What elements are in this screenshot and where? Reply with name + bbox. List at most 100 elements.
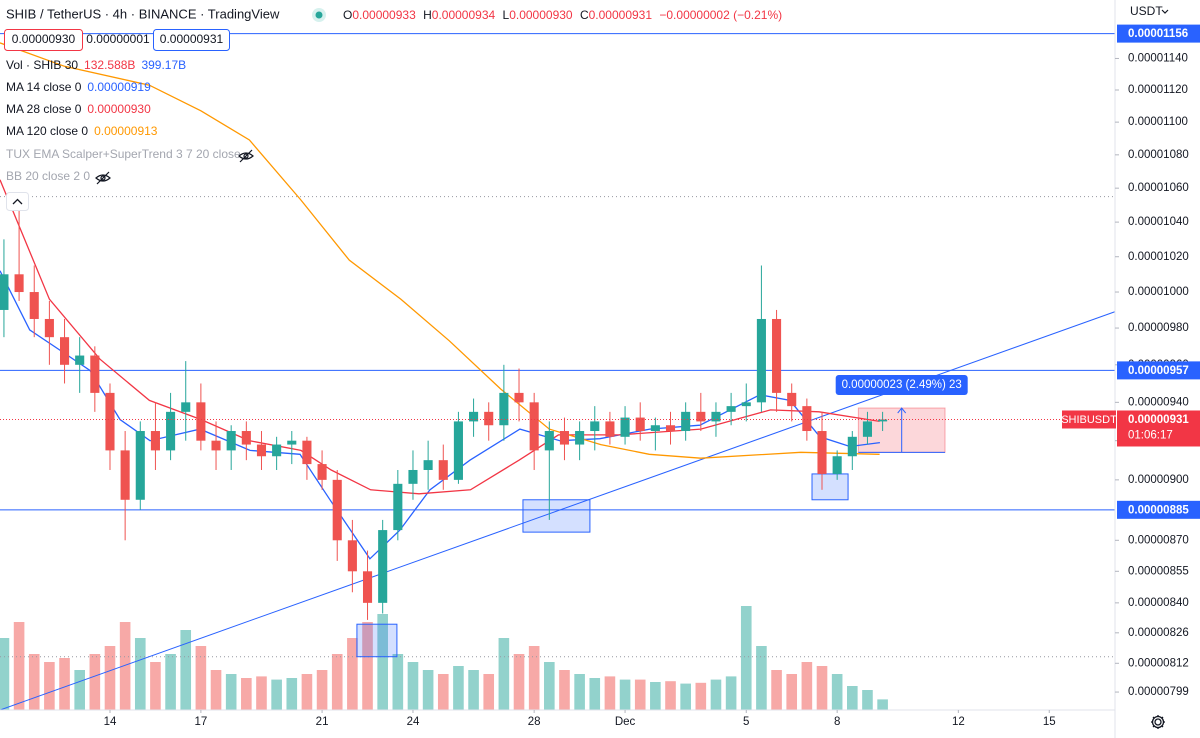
ohlc-label: L (503, 8, 510, 22)
candle-body (332, 479, 342, 541)
ohlc-value: 0.00000931 (589, 8, 653, 22)
level-label-box (1117, 24, 1200, 43)
volume-bar (119, 622, 131, 710)
volume-bar (331, 654, 343, 710)
volume-bar (210, 670, 222, 710)
slash (239, 149, 253, 163)
gear-ring (1151, 715, 1165, 729)
legend-label: Vol · SHIB 30 (6, 58, 78, 72)
symbol-title: SHIB / TetherUS · 4h · BINANCE · Trading… (6, 6, 280, 21)
candle-body (44, 318, 54, 338)
volume-bar (786, 674, 798, 710)
candle-body (105, 392, 115, 451)
x-tick-label: 24 (407, 716, 420, 728)
zone (522, 499, 591, 533)
volume-bar (225, 674, 237, 710)
candle-body (423, 460, 433, 470)
header: SHIB / TetherUS · 4h · BINANCE · Trading… (4, 4, 1169, 729)
volume-bar (180, 630, 192, 710)
collapse-button[interactable] (6, 192, 29, 211)
candle-body (317, 464, 327, 480)
candle-body (514, 392, 524, 403)
spread: 0.00000001 (86, 32, 150, 46)
eye-hidden-icon[interactable] (95, 171, 111, 185)
buy-price[interactable]: 0.00000931 (160, 32, 224, 46)
candle-body (559, 431, 570, 445)
candle-body (878, 419, 888, 422)
candle-body (756, 318, 766, 403)
volume-bar (407, 662, 419, 710)
candle-body (181, 402, 191, 412)
volume-bar (604, 676, 616, 710)
x-tick-label: 17 (194, 716, 207, 728)
settings-icon[interactable] (1151, 715, 1165, 729)
eye-hidden-icon[interactable] (238, 149, 254, 163)
zone (356, 623, 398, 658)
candle-body (29, 292, 39, 319)
candle-body (741, 402, 751, 407)
candle-body (499, 392, 509, 426)
legend-label-hidden[interactable]: TUX EMA Scalper+SuperTrend 3 7 20 close (6, 147, 241, 161)
x-tick-label: 8 (834, 716, 840, 728)
candle-body (772, 318, 782, 393)
buy-button[interactable] (153, 29, 230, 51)
volume-bar (740, 606, 752, 710)
volume-bar (634, 679, 646, 710)
candle-body (832, 456, 842, 474)
volume-bar (74, 670, 85, 710)
last-price-label: 0.00000931 (1128, 414, 1189, 426)
candle-body (484, 411, 494, 426)
volume-bar (816, 666, 828, 710)
volume-bar (165, 654, 176, 710)
candle-body (362, 571, 373, 603)
sell-button[interactable] (4, 29, 83, 51)
axis-labels: 0.00001140 0.00001120 0.00001100 0.00001080… (104, 24, 1200, 728)
y-tick-label: 0.00000980 (1128, 322, 1189, 334)
slash (96, 171, 110, 185)
level-label-box (1117, 361, 1200, 380)
x-tick-label: 12 (952, 716, 965, 728)
volume-bar (13, 622, 25, 710)
dropdown-chevron[interactable] (1161, 9, 1169, 14)
time-axis (0, 710, 1115, 738)
currency[interactable]: USDT (1130, 4, 1163, 18)
candle-body (166, 411, 176, 451)
volume-bar (559, 670, 570, 710)
volume-bar (362, 622, 373, 710)
x-tick-label: 21 (316, 716, 329, 728)
candle-body (665, 425, 676, 432)
volume-bar (377, 614, 388, 710)
volume-bar (286, 678, 298, 710)
ohlc-label: C (580, 8, 589, 22)
candle-body (135, 431, 145, 500)
y-tick-label: 0.00001080 (1128, 149, 1189, 161)
volume-bar (801, 662, 813, 710)
legend-label: MA 120 close 0 (6, 124, 88, 138)
candle-body (14, 274, 24, 293)
candle-body (575, 431, 585, 445)
range-arrow-head (897, 407, 907, 414)
candle-body (287, 440, 297, 445)
legend-row: MA 120 close 0 0.00000913 (6, 124, 158, 138)
candle-body (817, 431, 827, 474)
sell-price[interactable]: 0.00000930 (12, 32, 76, 46)
y-tick-label: 0.00000940 (1128, 396, 1189, 408)
y-tick-label: 0.00000870 (1128, 534, 1189, 546)
volume-bar (150, 662, 161, 710)
y-tick-label: 0.00001000 (1128, 286, 1189, 298)
x-tick-label: 14 (104, 716, 117, 728)
candle-body (620, 417, 630, 437)
ohlc-value: 0.00000930 (509, 8, 573, 22)
volume-bar (0, 638, 10, 710)
candle-body (544, 431, 554, 451)
volume-bar (710, 679, 722, 710)
candle-body (0, 274, 9, 310)
volume-bar (544, 662, 555, 710)
volume-bar (104, 646, 116, 710)
ohlc-label: H (423, 8, 432, 22)
ohlc: O0.00000933 H0.00000934 L0.00000930 C0.0… (343, 8, 782, 22)
legend-label-hidden[interactable]: BB 20 close 2 0 (6, 169, 90, 183)
moving-average (0, 42, 880, 459)
candle-body (847, 436, 857, 457)
